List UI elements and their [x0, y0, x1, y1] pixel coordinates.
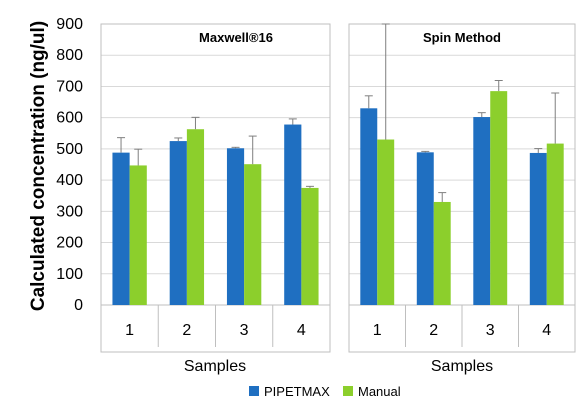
x-tick-label-panel0-4: 4 — [297, 322, 306, 339]
bar-panel0-sample1-manual — [129, 165, 147, 305]
chart-texts: Calculated concentration (ng/ul) Maxwell… — [28, 21, 501, 375]
bar-panel0-sample3-manual — [244, 164, 262, 305]
bar-panel1-sample1-pipetmax — [360, 108, 378, 305]
legend-label-pipetmax: PIPETMAX — [264, 384, 330, 399]
x-tick-label-panel1-3: 3 — [486, 322, 495, 339]
bar-panel0-sample3-pipetmax — [226, 148, 245, 305]
bar-panel0-sample1-pipetmax — [112, 152, 130, 305]
y-tick-label-0: 0 — [74, 297, 83, 314]
y-tick-labels: 0 100 200 300 400 500 600 700 800 900 — [56, 16, 83, 314]
y-tick-label-900: 900 — [56, 16, 83, 33]
legend: PIPETMAX Manual — [249, 384, 401, 399]
panel-frame-0 — [100, 23, 331, 353]
error-bars — [117, 23, 560, 202]
bar-panel1-sample2-pipetmax — [416, 152, 434, 305]
bar-panel1-sample4-pipetmax — [529, 152, 547, 305]
y-tick-label-800: 800 — [56, 47, 83, 64]
x-tick-label-panel1-4: 4 — [542, 322, 551, 339]
bar-panel1-sample4-manual — [546, 143, 564, 305]
x-tick-label-panel1-2: 2 — [429, 322, 438, 339]
y-tick-label-500: 500 — [56, 141, 83, 158]
bar-panel1-sample3-manual — [490, 91, 508, 305]
legend-swatch-pipetmax — [249, 386, 259, 396]
x-tick-label-panel0-1: 1 — [125, 322, 134, 339]
y-tick-label-300: 300 — [56, 203, 83, 220]
x-axis-label-left: Samples — [184, 358, 246, 375]
y-tick-label-100: 100 — [56, 266, 83, 283]
x-category-labels: 1 2 3 4 1 2 3 4 — [125, 322, 551, 339]
y-axis-label: Calculated concentration (ng/ul) — [28, 21, 49, 311]
panel-title-maxwell: Maxwell®16 — [199, 30, 273, 45]
bar-panel0-sample2-manual — [186, 129, 205, 305]
bar-panel0-sample2-pipetmax — [169, 141, 187, 305]
bar-panel0-sample4-pipetmax — [284, 124, 302, 305]
x-tick-label-panel0-2: 2 — [182, 322, 191, 339]
panel-frame-1 — [348, 23, 576, 353]
bars — [112, 91, 564, 305]
y-tick-label-200: 200 — [56, 235, 83, 252]
legend-label-manual: Manual — [358, 384, 401, 399]
bar-panel1-sample1-manual — [377, 139, 395, 305]
panel-title-spin-method: Spin Method — [423, 30, 501, 45]
y-tick-label-700: 700 — [56, 78, 83, 95]
x-axis-label-right: Samples — [431, 358, 493, 375]
bar-panel1-sample2-manual — [433, 201, 451, 305]
bar-panel0-sample4-manual — [301, 187, 319, 305]
x-tick-label-panel0-3: 3 — [240, 322, 249, 339]
x-tick-label-panel1-1: 1 — [373, 322, 382, 339]
legend-swatch-manual — [343, 386, 353, 396]
y-tick-label-400: 400 — [56, 172, 83, 189]
bar-panel1-sample3-pipetmax — [473, 117, 491, 305]
y-tick-label-600: 600 — [56, 110, 83, 127]
